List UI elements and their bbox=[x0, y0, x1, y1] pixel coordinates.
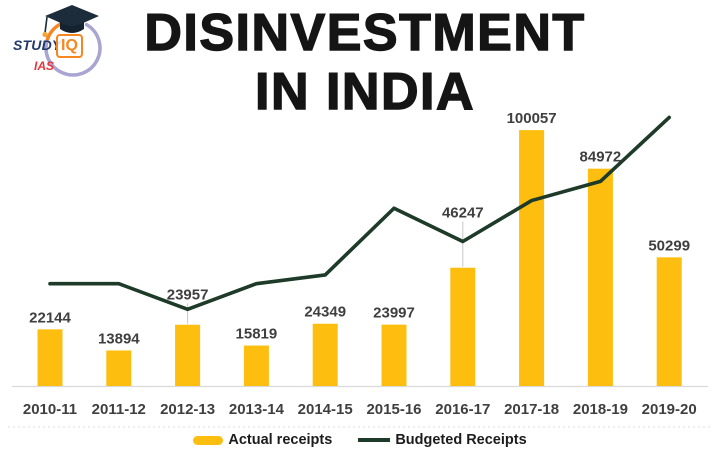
bar-label-2018-19: 84972 bbox=[580, 149, 622, 166]
budgeted-receipts-line bbox=[48, 115, 672, 312]
x-axis-label-2019-20: 2019-20 bbox=[642, 401, 697, 418]
legend-item-budgeted: Budgeted Receipts bbox=[358, 432, 527, 448]
chart-legend: Actual receipts Budgeted Receipts bbox=[0, 432, 720, 448]
x-axis-label-2016-17: 2016-17 bbox=[435, 401, 490, 418]
logo-graphic bbox=[42, 5, 102, 77]
legend-item-actual: Actual receipts bbox=[193, 432, 332, 448]
logo-study-text: STUDY bbox=[13, 37, 62, 53]
bar-2018-19 bbox=[587, 168, 613, 386]
x-axis-label-2018-19: 2018-19 bbox=[573, 401, 628, 418]
x-axis-label-2017-18: 2017-18 bbox=[504, 401, 559, 418]
bar-label-2011-12: 13894 bbox=[98, 330, 140, 347]
bar-2015-16 bbox=[381, 324, 407, 386]
bar-2019-20 bbox=[656, 257, 682, 386]
graduation-cap-icon bbox=[45, 5, 99, 28]
x-axis-label-2013-14: 2013-14 bbox=[229, 401, 285, 418]
bar-label-2010-11: 22144 bbox=[29, 309, 71, 326]
x-axis-label-2010-11: 2010-11 bbox=[23, 401, 77, 418]
title-line-1: DISINVESTMENT bbox=[144, 3, 586, 62]
bar-2010-11 bbox=[37, 329, 63, 386]
bar-label-2019-20: 50299 bbox=[648, 237, 690, 254]
bar-label-2014-15: 24349 bbox=[304, 304, 346, 321]
bar-2014-15 bbox=[312, 323, 338, 386]
studyiq-logo: STUDY IQ IAS bbox=[10, 4, 122, 96]
bar-2011-12 bbox=[106, 350, 132, 386]
logo-ias-text: IAS bbox=[34, 59, 55, 73]
page-title: DISINVESTMENT IN INDIA bbox=[10, 3, 720, 122]
bar-label-2015-16: 23997 bbox=[373, 305, 415, 322]
bar-label-2012-13: 23957 bbox=[167, 286, 209, 303]
bar-2017-18 bbox=[519, 130, 545, 386]
logo-swoosh-arc bbox=[44, 22, 102, 77]
bar-label-2016-17: 46247 bbox=[442, 204, 484, 221]
bar-2012-13 bbox=[175, 324, 201, 386]
bar-2013-14 bbox=[243, 345, 269, 386]
budgeted-receipts-swatch bbox=[358, 438, 391, 442]
x-axis-label-2015-16: 2015-16 bbox=[366, 401, 421, 418]
title-line-2: IN INDIA bbox=[254, 62, 475, 121]
actual-receipts-swatch bbox=[193, 435, 224, 445]
graduation-cap-tassel-knob bbox=[42, 31, 48, 38]
graduation-cap-tassel bbox=[44, 16, 48, 34]
x-axis-label-2014-15: 2014-15 bbox=[298, 401, 353, 418]
x-axis-label-2011-12: 2011-12 bbox=[92, 401, 146, 418]
bar-2016-17 bbox=[450, 267, 476, 386]
logo-iq-text: IQ bbox=[56, 34, 83, 58]
bar-label-2013-14: 15819 bbox=[236, 326, 278, 343]
graduation-cap-base bbox=[60, 22, 84, 33]
x-axis-label-2012-13: 2012-13 bbox=[160, 401, 215, 418]
bar-label-2017-18: 100057 bbox=[507, 110, 557, 127]
legend-label-actual: Actual receipts bbox=[228, 432, 333, 448]
legend-label-budgeted: Budgeted Receipts bbox=[395, 432, 527, 448]
